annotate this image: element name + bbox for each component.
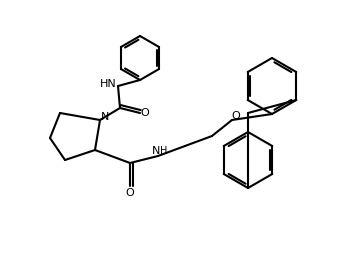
Text: O: O xyxy=(232,111,240,121)
Text: H: H xyxy=(160,146,168,156)
Text: N: N xyxy=(101,112,109,122)
Text: O: O xyxy=(126,188,134,198)
Text: O: O xyxy=(141,108,149,118)
Text: HN: HN xyxy=(99,79,116,89)
Text: N: N xyxy=(152,146,160,156)
